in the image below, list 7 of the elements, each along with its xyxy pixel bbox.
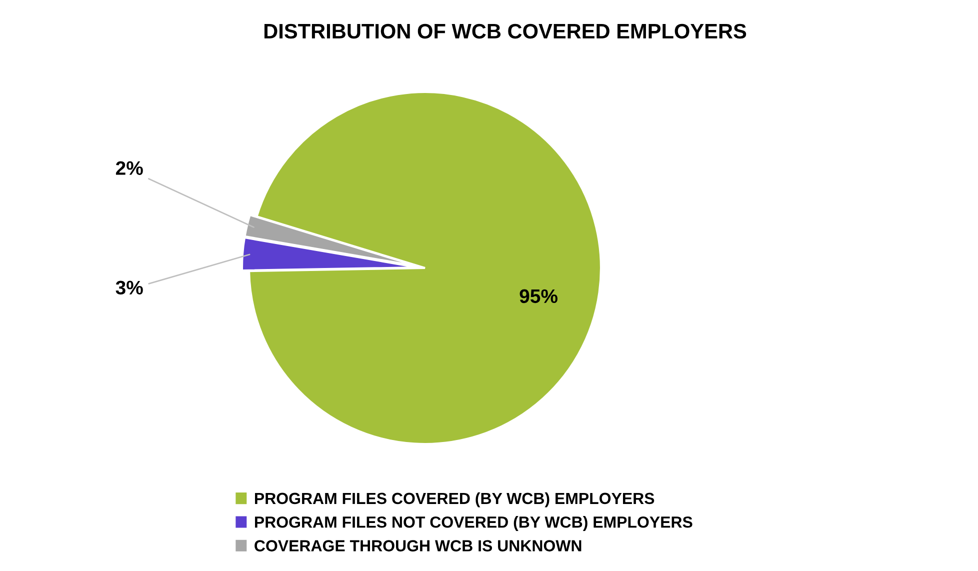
data-label: 2% [116, 161, 143, 175]
data-label: 3% [116, 280, 143, 295]
chart-title: DISTRIBUTION OF WCB COVERED EMPLOYERS [264, 24, 746, 39]
legend-label: PROGRAM FILES COVERED (BY WCB) EMPLOYERS [255, 492, 654, 508]
legend-label: PROGRAM FILES NOT COVERED (BY WCB) EMPLOYERS [255, 516, 692, 531]
legend-label: COVERAGE THROUGH WCB IS UNKNOWN [254, 540, 582, 552]
data-label: 95% [520, 289, 558, 304]
